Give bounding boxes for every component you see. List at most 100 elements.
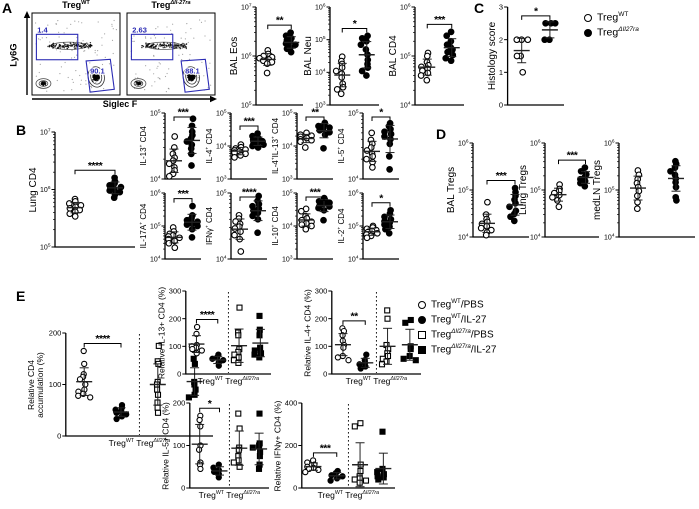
svg-text:***: *** — [320, 442, 332, 454]
svg-text:200: 200 — [315, 314, 328, 323]
svg-text:400: 400 — [285, 399, 298, 408]
chart-il5-cd4: 104 105 * IL-5+ CD4 — [336, 107, 402, 183]
svg-text:****: **** — [95, 333, 111, 345]
ifng-plot-svg: 104 105 **** — [216, 187, 267, 263]
flow-title-wt: TregWT — [62, 0, 90, 10]
svg-text:***: *** — [244, 115, 256, 127]
svg-text:106: 106 — [530, 138, 541, 147]
rel-il13-plot-svg: 0 100 200 300 **** — [169, 287, 271, 379]
chart-relative-il4: 0 100 200 300 ** Relative IL-4+ CD4 (%) TregWT… — [302, 286, 424, 388]
chart-relative-il13: 0 100 200 300 **** Relative IL-13+ CD4 (%) Tre… — [156, 286, 274, 388]
panel-letter-e: E — [16, 288, 26, 304]
svg-text:****: **** — [200, 309, 216, 321]
svg-text:105: 105 — [530, 185, 541, 194]
svg-text:***: *** — [434, 14, 446, 26]
svg-text:100: 100 — [315, 342, 328, 351]
svg-text:0: 0 — [57, 432, 61, 441]
bal-neu-y-axis-label: BAL Neu — [302, 36, 314, 76]
chart-medln-tregs: 104 105 106 medLN Tregs — [591, 138, 698, 241]
svg-text:0: 0 — [177, 370, 181, 379]
lung-tregs-y-axis-label: Lung Tregs — [517, 164, 529, 216]
chart-ifng-cd4: 104 105 **** IFNγ+ CD4 — [204, 187, 270, 263]
filled-circle-icon — [584, 28, 592, 37]
svg-text:90.1: 90.1 — [90, 67, 105, 76]
chart-il13-cd4: 104 105 *** IL-13+ CD4 — [138, 107, 204, 183]
svg-text:3: 3 — [499, 3, 503, 12]
il13-plot-svg: 104 105 *** — [150, 107, 201, 183]
legend-label: TregWT/IL-27 — [431, 313, 487, 326]
rel-il13-y-axis-label: Relative IL-13+ CD4 (%) — [156, 286, 167, 379]
svg-text:105: 105 — [458, 185, 469, 194]
rel-il5-x-axis-labels: TregWT TregΔIl27ra — [198, 489, 261, 500]
chart-relative-cd4-accumulation: 0 100 200 **** Relative CD4 accumulation (%) T… — [24, 328, 216, 450]
svg-text:200: 200 — [285, 441, 298, 450]
bal-cd4-plot-svg: 104 105 106 *** — [400, 2, 464, 109]
svg-text:**: ** — [276, 15, 285, 27]
svg-text:2: 2 — [499, 35, 503, 44]
svg-text:105: 105 — [241, 100, 252, 109]
bal-eos-y-axis-label: BAL Eos — [228, 36, 240, 76]
svg-text:105: 105 — [315, 35, 326, 44]
legend-treg-genotypes: TregWT TregΔIl27ra — [584, 10, 639, 40]
svg-text:0: 0 — [499, 101, 503, 110]
panel-letter-b: B — [16, 122, 27, 138]
panel-letter-a: A — [2, 0, 13, 16]
open-square-icon — [418, 330, 426, 339]
svg-text:105: 105 — [216, 188, 227, 197]
svg-text:103: 103 — [282, 254, 293, 263]
legend-treatment-groups: TregWT/PBS TregWT/IL-27 TregΔIl27ra/PBS Tre… — [418, 297, 496, 357]
svg-text:106: 106 — [315, 2, 326, 11]
rel-il13-x-axis-labels: TregWT TregΔIl27ra — [197, 375, 260, 386]
chart-bal-eos: 105 106 107 ** BAL Eos — [228, 2, 306, 109]
svg-text:0: 0 — [293, 484, 297, 493]
bal-neu-plot-svg: 103 104 105 106 * — [315, 2, 379, 109]
chart-bal-cd4: 104 105 106 *** BAL CD4 — [388, 2, 467, 109]
svg-text:104: 104 — [348, 174, 359, 183]
ifng-y-axis-label: IFNγ+ CD4 — [205, 206, 215, 246]
svg-text:*: * — [534, 5, 539, 17]
svg-text:104: 104 — [282, 221, 293, 230]
legend-item: TregWT/IL-27 — [418, 312, 496, 327]
svg-text:105: 105 — [150, 221, 161, 230]
svg-text:0: 0 — [181, 484, 185, 493]
il5-plot-svg: 104 105 * — [348, 107, 399, 183]
medln-tregs-y-axis-label: medLN Tregs — [591, 159, 603, 221]
svg-text:106: 106 — [40, 185, 51, 194]
svg-text:104: 104 — [282, 141, 293, 150]
chart-il4-il13-cd4: 103 104 105 ** IL-4+IL-13+ CD4 — [270, 107, 336, 183]
svg-text:****: **** — [88, 160, 104, 172]
svg-text:106: 106 — [604, 138, 615, 147]
svg-text:104: 104 — [458, 232, 469, 241]
bal-tregs-plot-svg: 104 105 106 *** — [458, 138, 529, 241]
svg-text:****: **** — [242, 187, 258, 199]
bal-eos-plot-svg: 105 106 107 ** — [241, 2, 303, 109]
svg-text:***: *** — [567, 150, 579, 162]
svg-text:106: 106 — [400, 2, 411, 11]
svg-text:104: 104 — [150, 174, 161, 183]
svg-text:*: * — [353, 18, 358, 30]
legend-item: TregWT/PBS — [418, 297, 496, 312]
svg-text:**: ** — [311, 107, 320, 119]
il2-plot-svg: 104 105 106 * — [348, 188, 399, 263]
svg-text:100: 100 — [49, 380, 62, 389]
legend-item: TregΔIl27ra/PBS — [418, 327, 496, 342]
svg-text:*: * — [208, 398, 213, 410]
bal-tregs-y-axis-label: BAL Tregs — [445, 166, 457, 214]
panel-letter-d: D — [436, 126, 447, 142]
legend-label: TregΔIl27ra/IL-27 — [431, 343, 497, 356]
il17a-plot-svg: 104 105 106 *** — [150, 188, 201, 263]
il4il13-y-axis-label: IL-4+IL-13+ CD4 — [271, 117, 281, 175]
rel-il4-x-axis-labels: TregWT TregΔIl27ra — [345, 375, 408, 386]
lung-cd4-y-axis-label: Lung CD4 — [27, 166, 39, 213]
svg-text:104: 104 — [604, 232, 615, 241]
flow-cytometry-plots: TregWT TregΔIl-27ra Ly6G Siglec F 1.4 90.… — [0, 0, 222, 112]
open-circle-icon — [418, 300, 426, 309]
svg-text:105: 105 — [348, 108, 359, 117]
svg-text:200: 200 — [49, 329, 62, 338]
svg-text:***: *** — [496, 170, 508, 182]
svg-text:***: *** — [178, 107, 190, 119]
il5-y-axis-label: IL-5+ CD4 — [337, 128, 347, 164]
legend-label: TregΔIl27ra/PBS — [431, 328, 494, 341]
rel-il4-plot-svg: 0 100 200 300 ** — [315, 287, 421, 379]
